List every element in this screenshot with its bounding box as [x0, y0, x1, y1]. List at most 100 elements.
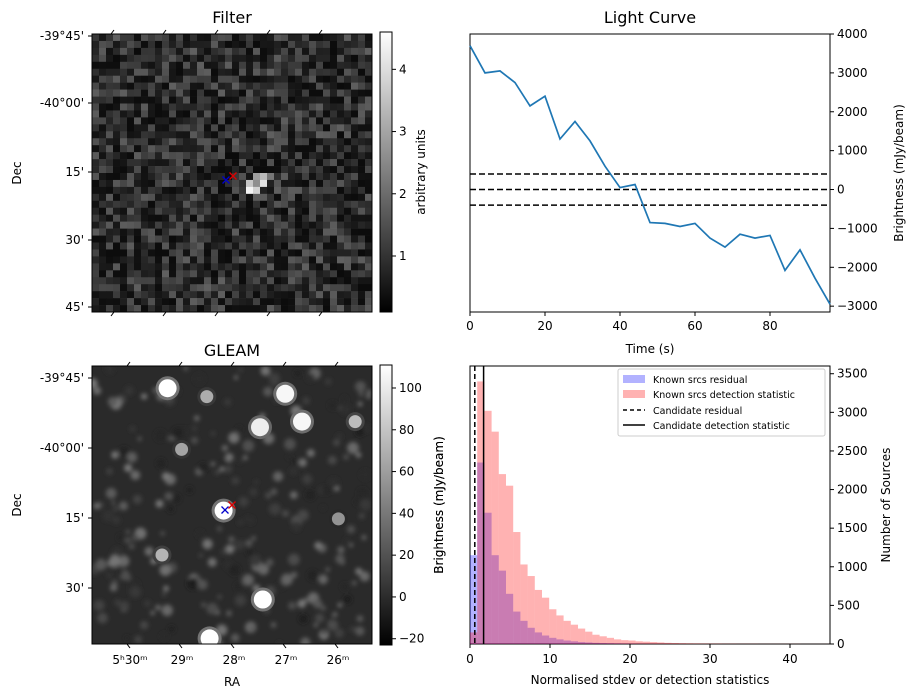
histogram-bar-residual: [470, 555, 478, 644]
filter-pixel: [232, 249, 240, 257]
gleam-noise-blob: [111, 451, 119, 459]
filter-pixel: [120, 235, 128, 243]
filter-pixel: [330, 54, 338, 63]
filter-pixel: [127, 138, 135, 146]
histogram-frame: [469, 365, 831, 645]
filter-pixel: [225, 200, 233, 209]
filter-pixel: [309, 270, 317, 278]
filter-pixel: [134, 40, 142, 49]
filter-pixel: [302, 235, 310, 243]
filter-pixel: [323, 249, 331, 257]
filter-pixel: [106, 166, 114, 174]
filter-pixel: [260, 263, 268, 271]
filter-pixel: [330, 173, 338, 181]
gleam-noise-blob: [156, 458, 166, 468]
filter-pixel: [204, 124, 212, 132]
filter-pixel: [141, 221, 149, 229]
histogram-bar-detection: [671, 643, 679, 644]
gleam-noise-blob: [344, 537, 349, 542]
filter-pixel: [204, 249, 212, 257]
filter-pixel: [162, 235, 170, 243]
filter-bottom-tick: [266, 311, 271, 317]
filter-pixel: [267, 186, 275, 195]
filter-pixel: [330, 193, 338, 202]
filter-pixel: [232, 103, 240, 111]
filter-pixel: [323, 54, 331, 63]
filter-pixel: [148, 221, 156, 229]
filter-pixel: [358, 298, 366, 306]
filter-pixel: [365, 138, 373, 146]
filter-pixel: [309, 96, 317, 104]
gleam-noise-blob: [168, 435, 173, 441]
filter-pixel: [141, 61, 149, 70]
filter-pixel: [365, 277, 373, 285]
filter-pixel: [302, 214, 310, 222]
filter-bottom-tick: [110, 311, 115, 317]
filter-pixel: [113, 214, 121, 222]
filter-pixel: [365, 228, 373, 236]
gleam-marker-blue: [221, 506, 229, 514]
gleam-noise-blob: [131, 534, 139, 542]
filter-pixel: [337, 96, 345, 104]
filter-pixel: [281, 159, 289, 167]
filter-pixel: [106, 221, 114, 229]
filter-pixel: [155, 256, 163, 264]
filter-pixel: [288, 256, 296, 264]
filter-pixel: [92, 68, 100, 76]
filter-pixel: [295, 235, 303, 243]
filter-pixel: [365, 305, 373, 313]
legend-swatch-detection: [623, 390, 645, 398]
filter-pixel: [295, 214, 303, 222]
gleam-noise-blob: [355, 567, 363, 575]
filter-pixel: [260, 298, 268, 306]
histogram-bar-detection: [513, 532, 521, 644]
gleam-sources: [152, 376, 365, 644]
filter-pixel: [267, 145, 275, 153]
gleam-noise-blob: [349, 626, 356, 632]
filter-pixel: [99, 214, 107, 222]
filter-pixel: [288, 214, 296, 222]
filter-pixel: [260, 270, 268, 278]
filter-pixel: [127, 96, 135, 104]
gleam-noise-blob: [238, 496, 249, 507]
gleam-colorbar-tick-label: −20: [399, 632, 424, 646]
filter-pixel: [211, 54, 219, 63]
filter-pixel: [232, 47, 240, 56]
filter-pixel: [106, 228, 114, 236]
filter-pixel: [330, 138, 338, 146]
filter-pixel: [155, 152, 163, 160]
filter-pixel: [358, 47, 366, 56]
filter-bottom-tick: [214, 311, 219, 317]
histogram-candidate-lines: [474, 366, 485, 644]
filter-pixel: [183, 256, 191, 264]
filter-pixel: [351, 221, 359, 229]
gleam-noise-blob: [234, 582, 244, 591]
filter-pixel: [344, 138, 352, 146]
filter-pixel: [260, 89, 268, 97]
filter-pixel: [225, 40, 233, 49]
filter-pixel: [253, 34, 261, 42]
filter-pixel: [330, 145, 338, 153]
filter-pixel: [204, 145, 212, 153]
filter-pixel: [344, 54, 352, 63]
filter-pixel: [155, 270, 163, 278]
filter-pixel: [169, 186, 177, 195]
filter-pixel: [134, 200, 142, 209]
filter-pixel: [190, 179, 198, 188]
filter-pixel: [232, 68, 240, 76]
filter-pixel: [267, 124, 275, 132]
gleam-noise-blob: [230, 633, 240, 643]
filter-pixel: [365, 61, 373, 70]
filter-pixel: [148, 270, 156, 278]
filter-pixel: [246, 124, 254, 132]
filter-pixel: [148, 256, 156, 264]
filter-pixel: [218, 34, 226, 42]
gleam-noise-blob: [154, 430, 166, 442]
filter-pixel: [358, 75, 366, 83]
filter-pixel: [337, 75, 345, 83]
filter-pixel: [190, 305, 198, 313]
filter-pixel: [337, 152, 345, 160]
filter-pixel: [281, 82, 289, 90]
filter-pixel: [302, 186, 310, 195]
filter-pixel: [316, 249, 324, 257]
